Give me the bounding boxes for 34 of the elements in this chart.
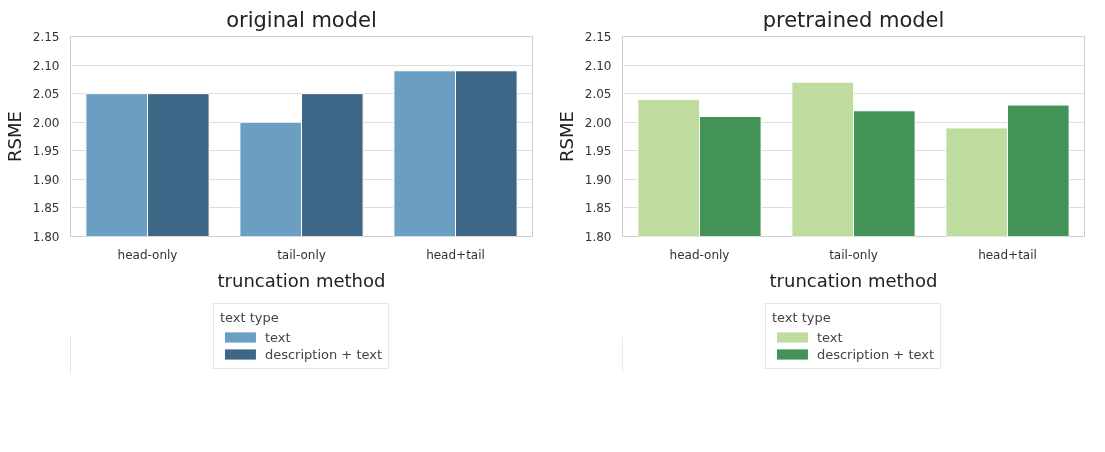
y-tick-label: 1.95: [32, 144, 60, 159]
y-tick-label: 2.05: [584, 87, 612, 102]
legend-title: text type: [219, 309, 280, 325]
y-tick-label: 2.10: [584, 58, 612, 73]
y-tick-label: 1.80: [32, 230, 60, 244]
y-tick-label: 1.80: [584, 230, 612, 244]
y-tick-label: 1.95: [584, 144, 612, 159]
x-tick-label: head-only: [669, 247, 730, 262]
y-axis-title: RSME: [555, 111, 577, 162]
legend-label: text: [816, 329, 843, 345]
x-axis-title: truncation method: [217, 269, 386, 291]
legend-label: text: [264, 329, 291, 345]
x-tick-label: head-only: [117, 247, 178, 262]
y-tick-label: 2.15: [32, 30, 60, 44]
y-tick-label: 2.10: [32, 58, 60, 73]
y-axis-title: RSME: [3, 111, 25, 162]
y-tick-label: 2.05: [32, 87, 60, 102]
legend-label: description + text: [264, 346, 383, 362]
chart-title: pretrained model: [762, 7, 945, 32]
y-tick-label: 2.15: [584, 30, 612, 44]
chart-title: original model: [226, 7, 377, 32]
x-tick-label: head+tail: [426, 247, 485, 262]
x-axis-title: truncation method: [769, 269, 938, 291]
y-tick-label: 2.00: [584, 115, 612, 130]
x-tick-label: tail-only: [277, 247, 326, 262]
y-tick-label: 2.00: [32, 115, 60, 130]
x-tick-label: tail-only: [829, 247, 878, 262]
y-tick-label: 1.90: [32, 172, 60, 187]
legend-title: text type: [771, 309, 832, 325]
x-tick-label: head+tail: [978, 247, 1037, 262]
y-tick-label: 1.85: [32, 201, 60, 216]
y-tick-label: 1.90: [584, 172, 612, 187]
y-tick-label: 1.85: [584, 201, 612, 216]
legend-label: description + text: [816, 346, 935, 362]
